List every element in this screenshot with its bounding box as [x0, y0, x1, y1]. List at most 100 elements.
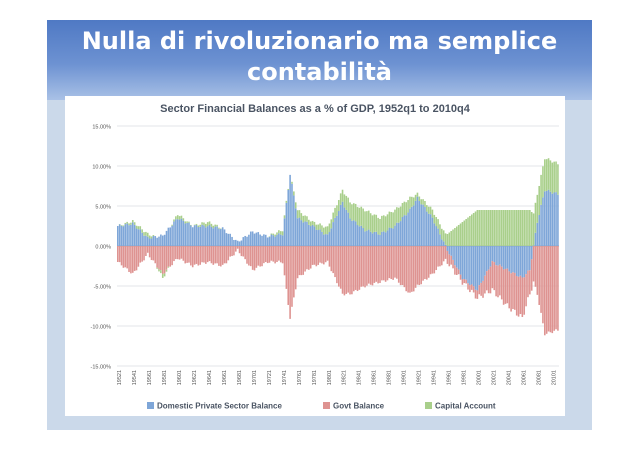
bar-govt — [195, 246, 198, 264]
bar-capital — [364, 211, 366, 232]
bar-private — [263, 234, 265, 246]
bar-capital — [358, 207, 361, 227]
bar-govt — [536, 246, 539, 295]
bar-govt — [519, 275, 522, 315]
bar-capital — [293, 191, 295, 196]
bar-capital — [405, 202, 408, 216]
bar-private — [506, 246, 509, 269]
bar-govt — [476, 290, 479, 299]
bar-private — [422, 204, 424, 246]
bar-capital — [489, 210, 492, 246]
bar-private — [244, 235, 246, 246]
bar-private — [302, 222, 305, 246]
bar-govt — [482, 280, 484, 298]
bar-govt — [399, 246, 402, 286]
bar-govt — [163, 246, 166, 274]
bar-private — [549, 191, 552, 246]
bar-capital — [529, 210, 531, 246]
bar-govt — [429, 246, 432, 275]
bar-capital — [208, 221, 211, 225]
bar-private — [429, 214, 432, 246]
bar-govt — [205, 246, 207, 264]
bar-private — [396, 222, 398, 246]
bar-govt — [502, 269, 505, 305]
x-tick-label: 19521 — [117, 370, 123, 385]
bar-private — [304, 221, 306, 246]
bar-private — [190, 225, 192, 246]
bar-govt — [126, 246, 128, 269]
bar-private — [148, 238, 151, 246]
bar-private — [527, 246, 529, 271]
y-tick-label: 15.00% — [92, 125, 111, 131]
bar-capital — [124, 222, 127, 225]
bar-govt — [317, 246, 319, 265]
bar-govt — [178, 246, 181, 260]
bar-govt — [339, 246, 342, 289]
bar-govt — [510, 273, 512, 312]
bar-govt — [446, 250, 449, 264]
bar-capital — [448, 232, 451, 246]
bar-capital — [278, 230, 280, 234]
bar-capital — [377, 217, 379, 235]
bar-private — [487, 246, 490, 270]
bar-private — [426, 211, 428, 246]
bar-govt — [257, 246, 260, 266]
bar-private — [403, 215, 406, 246]
bar-govt — [274, 246, 276, 264]
bar-govt — [499, 264, 501, 296]
bar-private — [437, 228, 439, 246]
bar-private — [311, 224, 314, 246]
bar-private — [191, 227, 194, 246]
bar-private — [347, 212, 349, 246]
bar-private — [394, 225, 396, 246]
bar-govt — [120, 246, 123, 266]
bar-private — [242, 237, 245, 246]
bar-private — [547, 189, 550, 246]
bar-private — [154, 236, 157, 246]
bar-private — [240, 240, 243, 246]
bar-private — [412, 205, 415, 246]
bar-capital — [431, 209, 434, 218]
bar-private — [141, 232, 143, 246]
bar-capital — [279, 231, 282, 235]
bar-capital — [381, 215, 383, 232]
bar-private — [465, 246, 467, 280]
bar-capital — [452, 229, 454, 246]
bar-govt — [396, 246, 398, 279]
bar-govt — [371, 246, 374, 286]
bar-capital — [433, 214, 436, 224]
bar-private — [317, 230, 319, 246]
bar-private — [442, 241, 445, 246]
bar-capital — [330, 219, 333, 229]
x-tick-label: 19681 — [237, 370, 243, 385]
chart-title: Sector Financial Balances as a % of GDP,… — [160, 103, 471, 115]
bar-capital — [332, 212, 334, 223]
bar-private — [117, 226, 119, 246]
bar-capital — [523, 210, 526, 246]
bar-govt — [220, 246, 222, 267]
bar-private — [523, 246, 526, 278]
bar-govt — [311, 246, 314, 265]
bar-private — [272, 235, 275, 246]
bar-private — [461, 246, 464, 280]
bar-private — [414, 200, 417, 246]
bar-private — [122, 226, 125, 246]
bar-private — [233, 239, 235, 246]
bar-private — [536, 222, 539, 246]
bar-private — [467, 246, 469, 284]
bar-private — [366, 230, 368, 246]
bar-govt — [236, 246, 239, 249]
bar-capital — [165, 269, 168, 272]
bar-capital — [457, 225, 460, 246]
bar-govt — [137, 246, 140, 267]
bar-capital — [530, 212, 533, 246]
bar-private — [360, 225, 363, 246]
x-tick-label: 19641 — [207, 370, 213, 385]
bar-private — [270, 234, 273, 246]
bar-private — [485, 246, 488, 272]
bar-private — [459, 246, 462, 275]
bar-private — [455, 246, 458, 268]
bar-private — [208, 224, 211, 246]
bar-govt — [315, 246, 318, 267]
x-tick-label: 19741 — [282, 370, 288, 385]
